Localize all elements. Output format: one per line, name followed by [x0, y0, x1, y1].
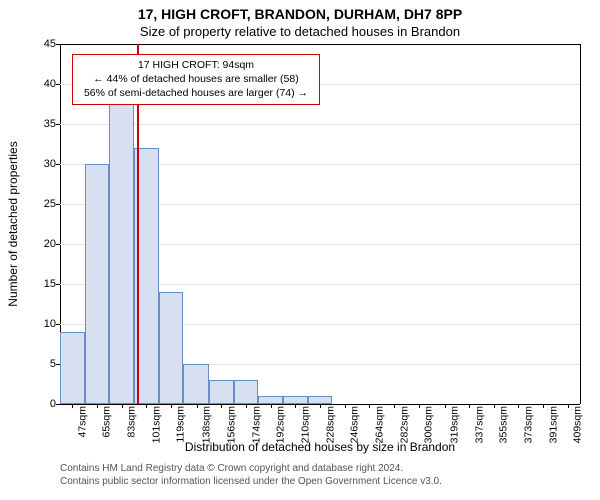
x-tick-label: 337sqm: [473, 406, 485, 443]
histogram-bar: [283, 396, 308, 404]
y-tick-label: 45: [16, 38, 56, 50]
x-tick-mark: [345, 404, 346, 408]
y-tick-mark: [56, 404, 60, 405]
x-tick-label: 83sqm: [126, 406, 138, 438]
x-tick-label: 228sqm: [324, 406, 336, 443]
x-tick-label: 174sqm: [250, 406, 262, 443]
y-tick-label: 20: [16, 238, 56, 250]
x-tick-label: 391sqm: [547, 406, 559, 443]
histogram-bar: [258, 396, 283, 404]
x-tick-label: 101sqm: [150, 406, 162, 443]
y-tick-mark: [56, 244, 60, 245]
x-tick-mark: [122, 404, 123, 408]
x-tick-mark: [171, 404, 172, 408]
x-tick-mark: [320, 404, 321, 408]
x-tick-mark: [295, 404, 296, 408]
y-tick-mark: [56, 164, 60, 165]
histogram-bar: [109, 84, 134, 404]
x-tick-mark: [494, 404, 495, 408]
histogram-bar: [159, 292, 184, 404]
y-tick-mark: [56, 84, 60, 85]
chart-footer: Contains HM Land Registry data © Crown c…: [60, 462, 580, 488]
y-tick-label: 5: [16, 358, 56, 370]
x-tick-mark: [469, 404, 470, 408]
histogram-bar: [183, 364, 209, 404]
x-tick-mark: [543, 404, 544, 408]
y-tick-label: 30: [16, 158, 56, 170]
x-tick-label: 65sqm: [101, 406, 113, 438]
x-tick-mark: [97, 404, 98, 408]
x-tick-label: 264sqm: [373, 406, 385, 443]
x-tick-label: 355sqm: [498, 406, 510, 443]
x-tick-label: 409sqm: [572, 406, 584, 443]
y-tick-mark: [56, 124, 60, 125]
y-tick-label: 25: [16, 198, 56, 210]
x-tick-label: 138sqm: [201, 406, 213, 443]
histogram-bar: [85, 164, 110, 404]
x-tick-mark: [394, 404, 395, 408]
x-tick-label: 192sqm: [275, 406, 287, 443]
x-tick-label: 156sqm: [225, 406, 237, 443]
histogram-bar: [209, 380, 234, 404]
x-tick-label: 319sqm: [449, 406, 461, 443]
x-tick-label: 300sqm: [423, 406, 435, 443]
x-tick-mark: [369, 404, 370, 408]
x-tick-mark: [246, 404, 247, 408]
footer-line-1: Contains HM Land Registry data © Crown c…: [60, 462, 580, 475]
x-tick-mark: [197, 404, 198, 408]
axis-right: [580, 44, 581, 404]
annotation-line-3: 56% of semi-detached houses are larger (…: [79, 86, 313, 100]
x-tick-label: 47sqm: [76, 406, 88, 438]
x-tick-label: 373sqm: [522, 406, 534, 443]
y-tick-label: 40: [16, 78, 56, 90]
y-tick-mark: [56, 284, 60, 285]
annotation-box: 17 HIGH CROFT: 94sqm← 44% of detached ho…: [72, 54, 320, 105]
y-tick-mark: [56, 44, 60, 45]
annotation-line-1: 17 HIGH CROFT: 94sqm: [79, 58, 313, 72]
x-tick-label: 246sqm: [349, 406, 361, 443]
y-tick-mark: [56, 324, 60, 325]
y-tick-mark: [56, 204, 60, 205]
x-tick-label: 210sqm: [299, 406, 311, 443]
histogram-bar: [308, 396, 333, 404]
histogram-bar: [60, 332, 85, 404]
x-tick-label: 282sqm: [398, 406, 410, 443]
chart-title-address: 17, HIGH CROFT, BRANDON, DURHAM, DH7 8PP: [0, 6, 600, 22]
y-tick-label: 15: [16, 278, 56, 290]
footer-line-2: Contains public sector information licen…: [60, 475, 580, 488]
y-tick-label: 0: [16, 398, 56, 410]
x-tick-label: 119sqm: [175, 406, 187, 443]
chart-subtitle: Size of property relative to detached ho…: [0, 24, 600, 39]
x-tick-mark: [445, 404, 446, 408]
x-tick-mark: [419, 404, 420, 408]
x-tick-mark: [146, 404, 147, 408]
x-tick-mark: [568, 404, 569, 408]
y-tick-label: 10: [16, 318, 56, 330]
histogram-bar: [234, 380, 259, 404]
x-tick-mark: [72, 404, 73, 408]
x-tick-mark: [221, 404, 222, 408]
x-tick-mark: [271, 404, 272, 408]
y-tick-label: 35: [16, 118, 56, 130]
x-tick-mark: [518, 404, 519, 408]
annotation-line-2: ← 44% of detached houses are smaller (58…: [79, 72, 313, 86]
y-axis-label: Number of detached properties: [6, 44, 26, 404]
